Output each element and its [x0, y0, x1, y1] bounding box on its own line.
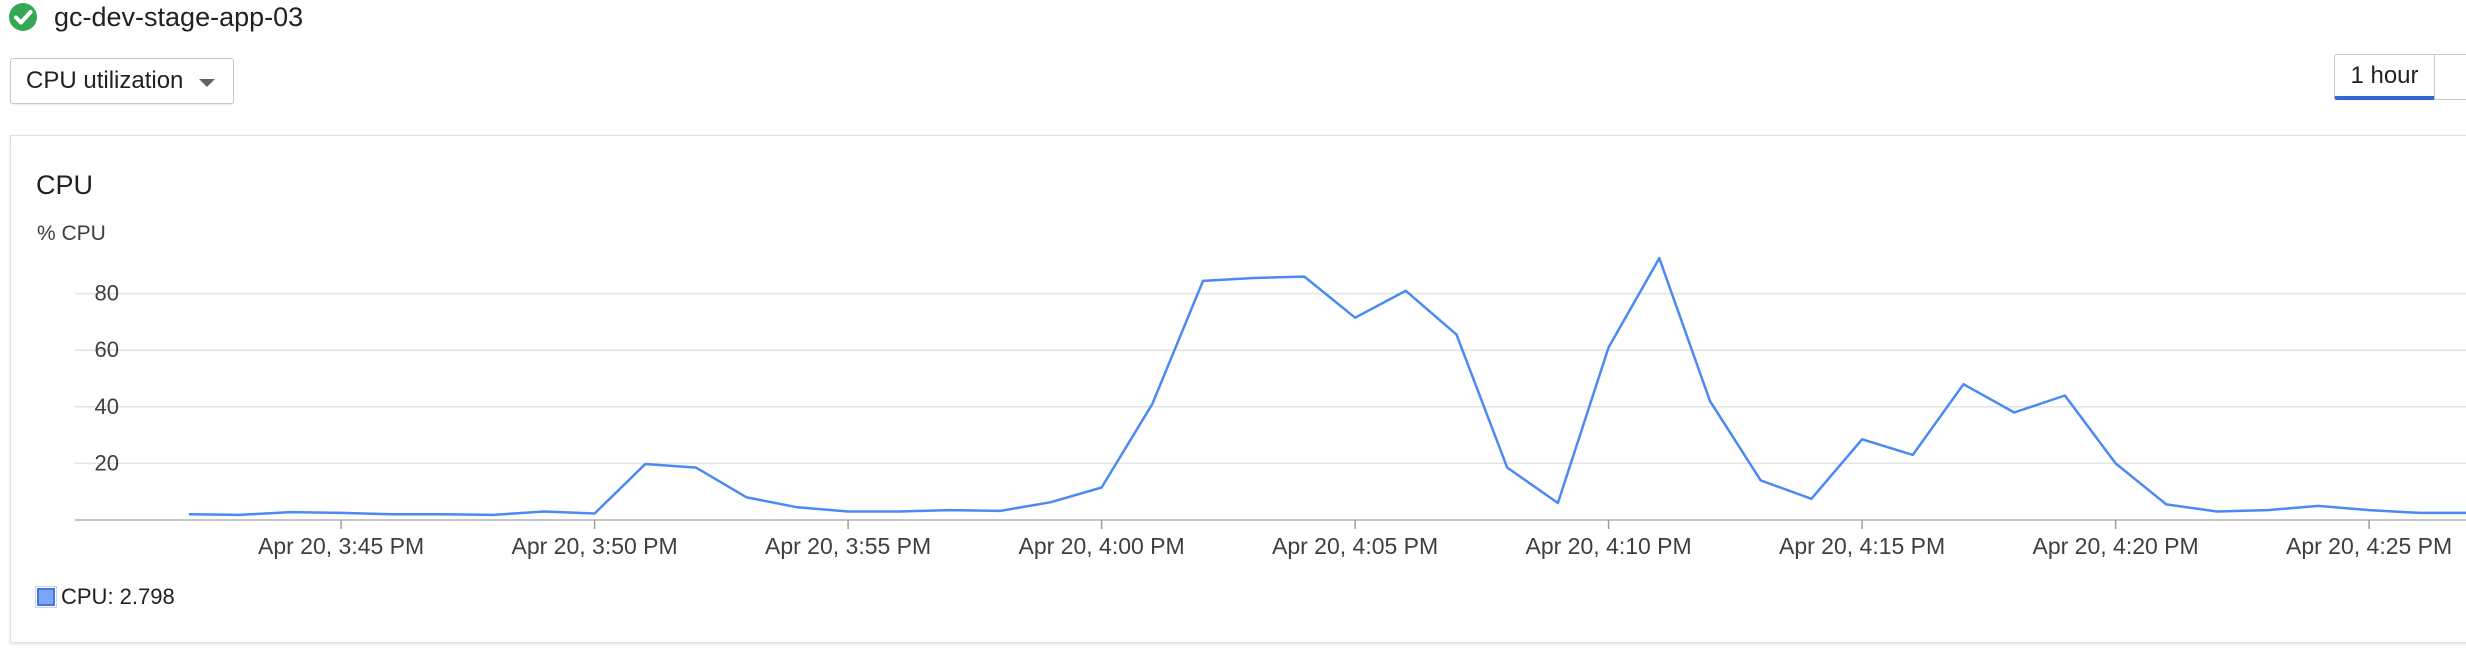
time-range-tabs: 1 hour	[2334, 54, 2466, 100]
data-point	[238, 513, 242, 517]
x-tick-label: Apr 20, 4:15 PM	[1779, 533, 1945, 559]
instance-header: gc-dev-stage-app-03	[8, 0, 303, 34]
data-point	[2164, 502, 2168, 506]
x-tick-label: Apr 20, 4:25 PM	[2286, 533, 2452, 559]
x-tick-label: Apr 20, 4:00 PM	[1018, 533, 1184, 559]
data-point	[745, 495, 749, 499]
instance-name: gc-dev-stage-app-03	[54, 1, 304, 32]
metric-dropdown[interactable]: CPU utilization	[10, 58, 234, 104]
data-point	[1607, 345, 1611, 349]
cpu-line-chart: 20 40 60 80 Apr 20, 3:45 PM Apr 20, 3:50 PM Ap…	[75, 256, 2466, 559]
data-point	[2114, 461, 2118, 465]
data-point	[593, 511, 597, 515]
x-tick-label: Apr 20, 3:50 PM	[511, 533, 677, 559]
legend-swatch[interactable]	[35, 586, 57, 608]
data-point	[1809, 497, 1813, 501]
data-point	[1962, 382, 1966, 386]
y-axis-label: % CPU	[37, 222, 106, 245]
data-point	[2418, 511, 2422, 515]
metric-dropdown-label: CPU utilization	[26, 67, 184, 94]
data-point	[948, 508, 952, 512]
data-point	[1150, 402, 1154, 406]
data-point	[1353, 316, 1357, 320]
data-point	[998, 509, 1002, 513]
data-point	[1708, 399, 1712, 403]
data-point	[694, 466, 698, 470]
data-point	[1860, 437, 1864, 441]
data-point	[643, 462, 647, 466]
x-tick-label: Apr 20, 4:20 PM	[2032, 533, 2198, 559]
y-tick-label: 20	[95, 450, 119, 475]
chart-card: CPU % CPU 20 40 60 80 Apr 20, 3:45 PM Apr 20,…	[10, 135, 2466, 643]
series-line-cpu	[188, 256, 2466, 517]
tab-next-range[interactable]	[2434, 54, 2466, 100]
data-point	[1252, 276, 1256, 280]
x-tick-label: Apr 20, 3:55 PM	[765, 533, 931, 559]
data-point	[795, 505, 799, 509]
x-tick-label: Apr 20, 4:05 PM	[1272, 533, 1438, 559]
y-tick-label: 40	[95, 394, 119, 419]
data-point	[897, 510, 901, 514]
data-point	[2367, 508, 2371, 512]
chart-title: CPU	[36, 170, 94, 200]
data-point	[2215, 510, 2219, 514]
data-point	[288, 510, 292, 514]
data-point	[390, 512, 394, 516]
data-point	[2012, 410, 2016, 414]
data-point	[1404, 289, 1408, 293]
data-point	[1455, 333, 1459, 337]
data-point	[1049, 500, 1053, 504]
data-point	[1657, 256, 1661, 260]
data-point	[1505, 466, 1509, 470]
data-point	[1759, 478, 1763, 482]
data-point	[491, 513, 495, 517]
data-point	[2063, 393, 2067, 397]
check-circle-icon	[9, 3, 37, 31]
data-point	[2266, 508, 2270, 512]
y-tick-label: 60	[95, 337, 119, 362]
legend-label: CPU: 2.798	[61, 584, 175, 609]
data-point	[1556, 501, 1560, 505]
data-point	[1302, 275, 1306, 279]
data-point	[1911, 453, 1915, 457]
data-point	[1100, 485, 1104, 489]
y-tick-label: 80	[95, 281, 119, 306]
caret-down-icon	[199, 79, 215, 87]
chart-legend: CPU: 2.798	[35, 584, 175, 610]
data-point	[187, 512, 191, 516]
x-tick-label: Apr 20, 4:10 PM	[1525, 533, 1691, 559]
data-point	[339, 511, 343, 515]
data-point	[542, 510, 546, 514]
x-tick-label: Apr 20, 3:45 PM	[258, 533, 424, 559]
data-point	[2316, 504, 2320, 508]
data-point	[441, 512, 445, 516]
data-point	[1201, 279, 1205, 283]
data-point	[846, 510, 850, 514]
tab-1-hour[interactable]: 1 hour	[2334, 54, 2434, 100]
